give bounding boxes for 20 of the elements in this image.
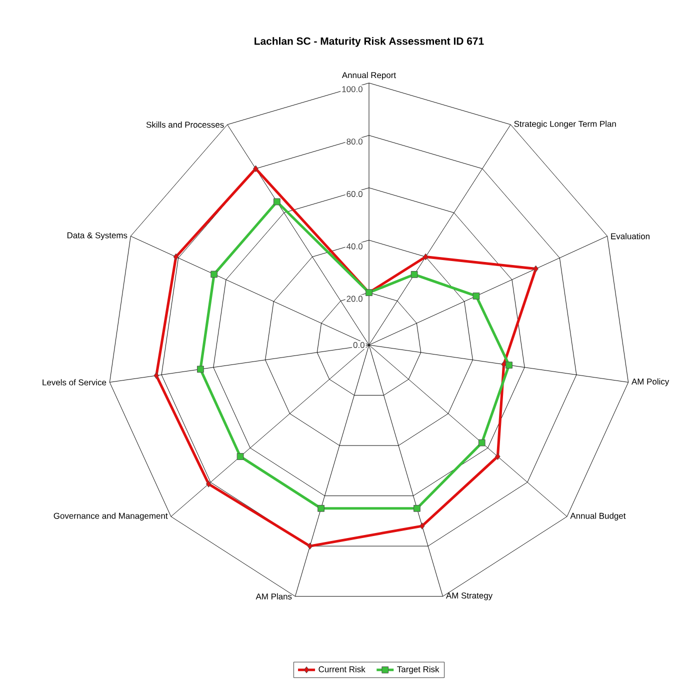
- legend-label: Target Risk: [397, 666, 440, 674]
- spoke-label: Annual Budget: [570, 512, 626, 521]
- y-tick-label: 100.0: [342, 86, 362, 92]
- spoke-label: Levels of Service: [42, 379, 106, 386]
- spoke-label: Data & Systems: [67, 232, 128, 240]
- spoke-label: Governance and Management: [54, 512, 168, 521]
- legend-label: Current Risk: [318, 666, 366, 672]
- spoke-label: AM Plans: [256, 593, 292, 600]
- spoke-label: AM Policy: [632, 378, 670, 386]
- spoke-label: Skills and Processes: [146, 121, 224, 128]
- y-tick-label: 20.0: [346, 296, 362, 302]
- chart-title: Lachlan SC - Maturity Risk Assessment ID 671: [254, 37, 484, 47]
- spoke-label: Evaluation: [611, 233, 650, 240]
- spoke-label: AM Strategy: [446, 592, 493, 600]
- spoke-label: Annual Report: [342, 72, 396, 80]
- spoke-label: Strategic Longer Term Plan: [514, 120, 616, 129]
- y-tick-label: 0.0: [353, 342, 364, 348]
- y-tick-label: 40.0: [346, 243, 362, 250]
- y-tick-label: 60.0: [346, 190, 362, 197]
- y-tick-label: 80.0: [346, 138, 362, 145]
